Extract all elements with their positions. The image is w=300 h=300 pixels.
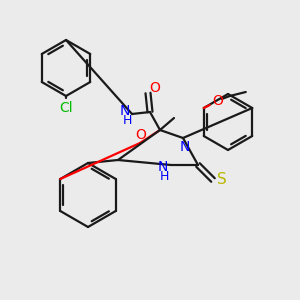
Text: N: N <box>180 140 190 154</box>
Text: S: S <box>217 172 227 188</box>
Text: O: O <box>150 81 160 95</box>
Text: H: H <box>122 115 132 128</box>
Text: N: N <box>158 160 168 174</box>
Text: H: H <box>159 170 169 184</box>
Text: Cl: Cl <box>59 101 73 115</box>
Text: O: O <box>136 128 146 142</box>
Text: O: O <box>212 94 223 108</box>
Text: N: N <box>120 104 130 118</box>
